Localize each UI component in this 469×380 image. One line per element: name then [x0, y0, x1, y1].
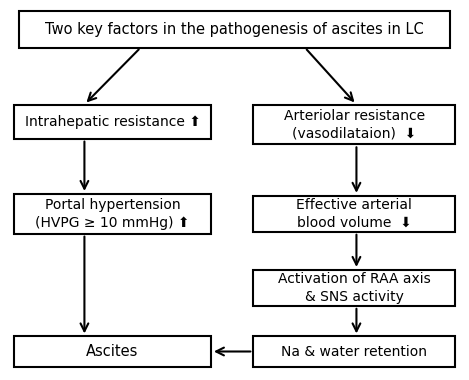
- Text: Ascites: Ascites: [86, 344, 139, 359]
- Text: Na & water retention: Na & water retention: [281, 345, 427, 358]
- FancyBboxPatch shape: [253, 270, 455, 306]
- Text: Intrahepatic resistance ⬆: Intrahepatic resistance ⬆: [25, 115, 200, 128]
- Text: Portal hypertension
(HVPG ≥ 10 mmHg) ⬆: Portal hypertension (HVPG ≥ 10 mmHg) ⬆: [35, 198, 190, 230]
- FancyBboxPatch shape: [14, 336, 211, 367]
- FancyBboxPatch shape: [253, 196, 455, 232]
- FancyBboxPatch shape: [19, 11, 450, 48]
- Text: Two key factors in the pathogenesis of ascites in LC: Two key factors in the pathogenesis of a…: [45, 22, 424, 37]
- Text: Activation of RAA axis
& SNS activity: Activation of RAA axis & SNS activity: [278, 272, 431, 304]
- FancyBboxPatch shape: [14, 105, 211, 139]
- FancyBboxPatch shape: [253, 336, 455, 367]
- FancyBboxPatch shape: [253, 105, 455, 144]
- FancyBboxPatch shape: [14, 194, 211, 234]
- Text: Effective arterial
blood volume  ⬇: Effective arterial blood volume ⬇: [296, 198, 412, 230]
- Text: Arteriolar resistance
(vasodilataion)  ⬇: Arteriolar resistance (vasodilataion) ⬇: [284, 109, 424, 140]
